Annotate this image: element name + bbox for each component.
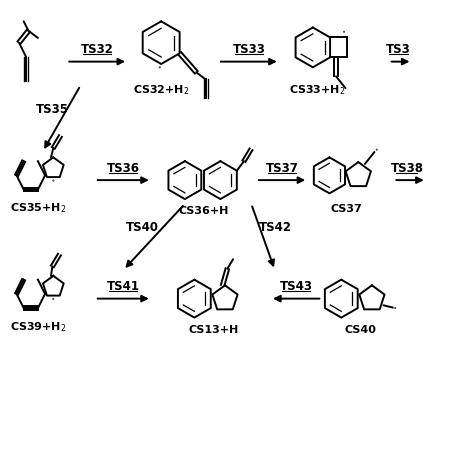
Text: CS32+H$_2$: CS32+H$_2$ — [133, 83, 190, 97]
Text: CS33+H$_2$: CS33+H$_2$ — [289, 83, 346, 97]
Text: CS36+H: CS36+H — [179, 206, 229, 216]
Circle shape — [53, 299, 54, 300]
Text: CS40: CS40 — [344, 325, 376, 335]
Text: CS35+H$_2$: CS35+H$_2$ — [9, 201, 66, 215]
Circle shape — [53, 180, 54, 181]
Text: TS40: TS40 — [126, 221, 159, 234]
Text: CS39+H$_2$: CS39+H$_2$ — [9, 320, 66, 334]
Text: TS35: TS35 — [36, 102, 69, 116]
Text: TS33: TS33 — [232, 43, 265, 56]
Text: TS42: TS42 — [258, 221, 292, 234]
Circle shape — [376, 149, 377, 150]
Text: TS38: TS38 — [391, 162, 424, 175]
Text: TS3: TS3 — [386, 43, 410, 56]
Text: TS36: TS36 — [107, 162, 140, 175]
Text: TS43: TS43 — [280, 280, 313, 293]
Text: TS37: TS37 — [265, 162, 299, 175]
Text: TS41: TS41 — [107, 280, 140, 293]
Circle shape — [159, 67, 160, 68]
Text: CS37: CS37 — [330, 204, 362, 214]
Text: TS32: TS32 — [81, 43, 114, 56]
Text: CS13+H: CS13+H — [188, 325, 238, 335]
